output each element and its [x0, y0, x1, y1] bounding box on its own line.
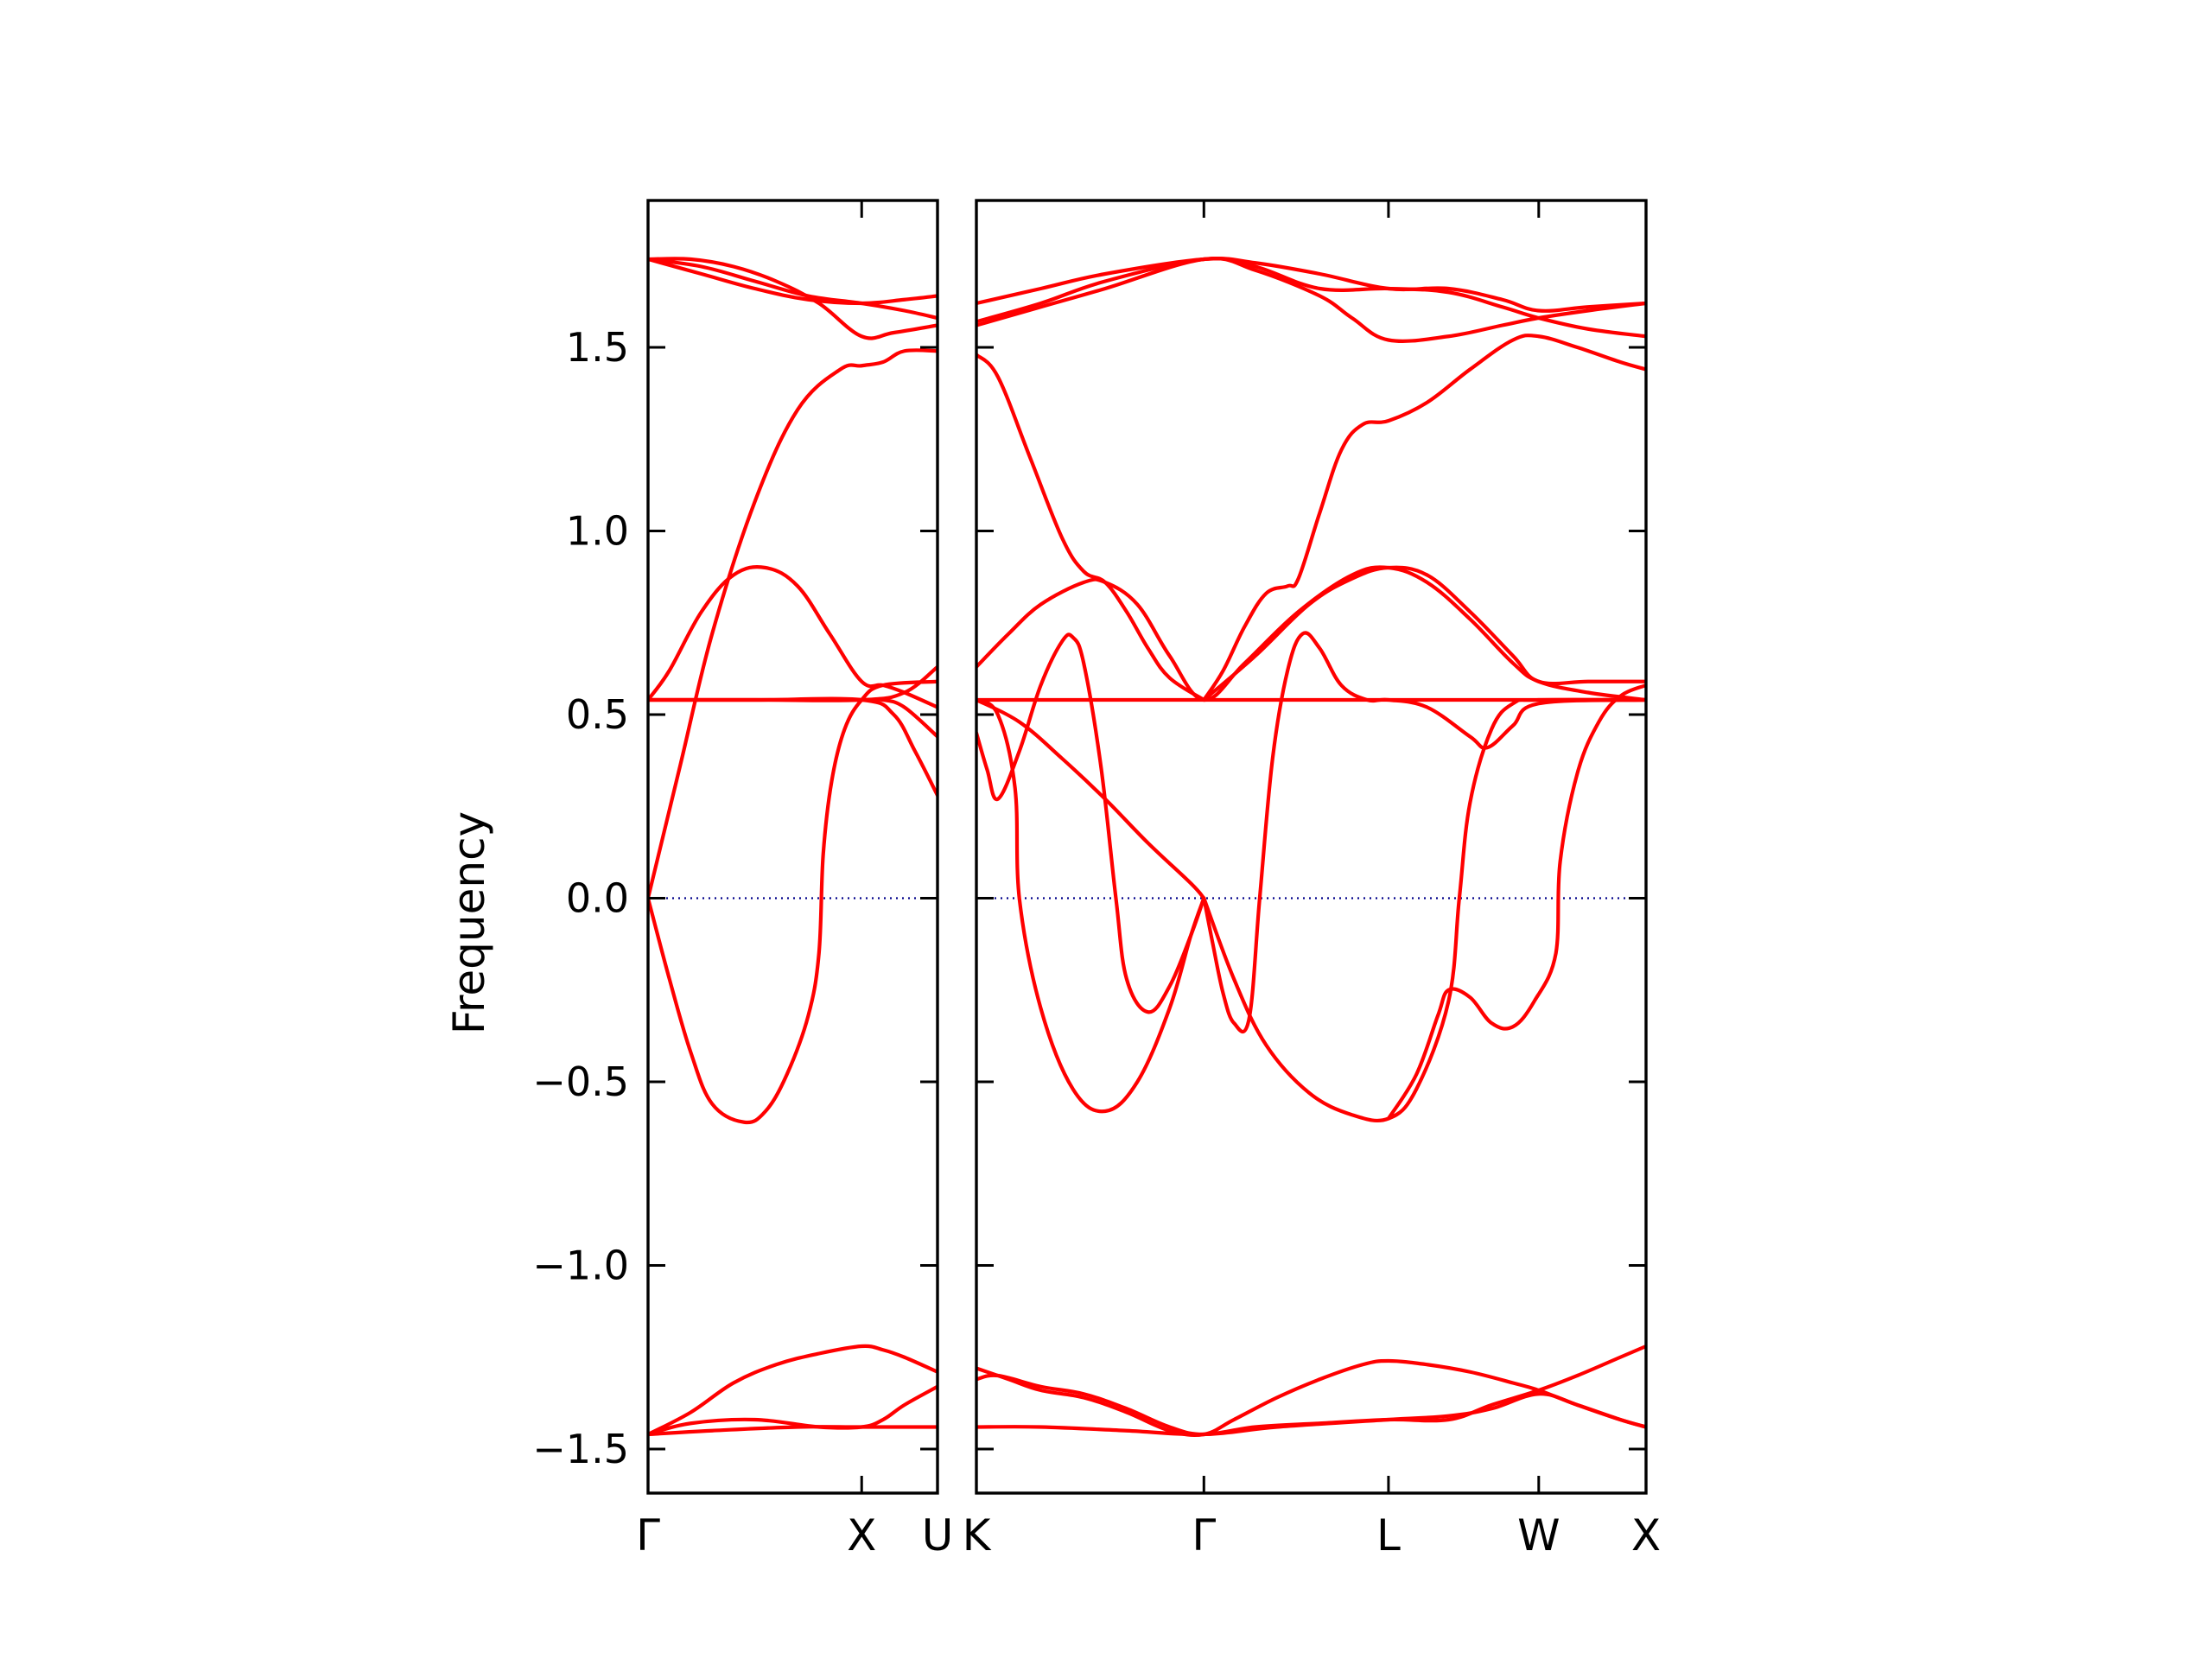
- band-line-left-2: [648, 257, 938, 306]
- band-line-right-0: [976, 257, 1646, 313]
- band-line-right-3: [976, 353, 1206, 702]
- y-tick-label: 0.5: [566, 691, 629, 738]
- band-line-right-10: [1202, 631, 1646, 1034]
- bands: [976, 257, 1646, 1438]
- y-axis-label: Frequency: [444, 811, 494, 1034]
- band-line-left-7: [648, 664, 938, 702]
- band-line-right-12: [1202, 697, 1646, 1123]
- y-tick-label: 1.0: [566, 508, 629, 555]
- k-point-label: K: [963, 1510, 992, 1560]
- k-point-label: Γ: [636, 1510, 660, 1560]
- k-point-label: Γ: [1192, 1510, 1216, 1560]
- k-point-label: L: [1376, 1510, 1401, 1560]
- y-tick-label: 1.5: [566, 324, 629, 371]
- axes-frame: [975, 199, 1648, 1495]
- axes-frame: [646, 199, 939, 1495]
- band-line-left-9: [648, 1344, 938, 1437]
- band-line-right-8: [976, 697, 1206, 900]
- band-line-left-8: [648, 679, 938, 1125]
- k-point-label: U: [922, 1510, 954, 1560]
- k-point-label: X: [1631, 1510, 1661, 1560]
- k-point-label: X: [847, 1510, 876, 1560]
- y-tick-label: −1.5: [532, 1426, 629, 1472]
- band-line-right-13: [1386, 683, 1646, 1121]
- band-line-left-11: [648, 1425, 938, 1437]
- k-point-label: W: [1517, 1510, 1560, 1560]
- band-line-right-11: [976, 697, 1206, 1114]
- band-line-right-5: [976, 565, 1646, 702]
- band-line-right-6: [1202, 565, 1646, 702]
- y-tick-label: −1.0: [532, 1243, 629, 1289]
- band-line-right-2: [976, 257, 1646, 343]
- band-line-left-4: [648, 564, 938, 709]
- band-line-right-15: [976, 1344, 1646, 1437]
- bands: [648, 257, 938, 1437]
- y-tick-labels: −1.5 −1.0 −0.5 0.0 0.5 1.0 1.5: [532, 324, 629, 1472]
- band-line-left-3: [648, 348, 938, 900]
- band-line-left-1: [648, 257, 938, 321]
- band-line-right-4: [1202, 334, 1646, 702]
- band-line-right-16: [976, 1392, 1646, 1437]
- band-line-right-9: [976, 632, 1206, 1014]
- y-tick-label: −0.5: [532, 1058, 629, 1105]
- y-tick-label: 0.0: [566, 875, 629, 922]
